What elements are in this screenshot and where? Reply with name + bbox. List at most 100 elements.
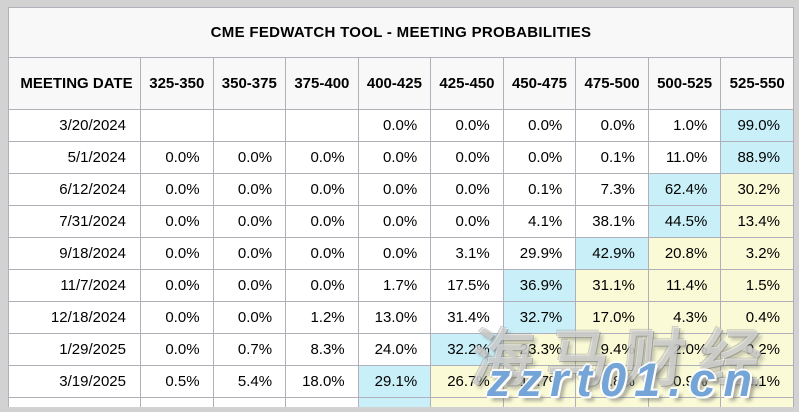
probability-cell: 0.0%	[140, 269, 214, 302]
probability-cell: 0.1%	[575, 141, 649, 174]
meeting-date-cell: 3/20/2024	[8, 109, 141, 142]
col-header-rate-range: 325-350	[140, 57, 214, 110]
table-row: 11/7/2024 0.0% 0.0% 0.0% 1.7% 17.5% 36.9% 31.1%…	[8, 269, 794, 302]
col-header-rate-range: 450-475	[502, 57, 577, 110]
col-header-rate-range: 400-425	[357, 57, 432, 110]
table-row: 1/29/2025 0.0% 0.7% 8.3% 24.0% 32.2% 23.3% 9.4%…	[8, 333, 794, 366]
table-body: 3/20/2024 0.0% 0.0% 0.0% 0.0% 1.0% 99.0% 5/1/20…	[8, 109, 794, 407]
probability-cell: 0.0%	[502, 141, 577, 174]
probability-cell: 0.0%	[140, 333, 214, 366]
probability-cell	[285, 109, 359, 142]
col-header-rate-range: 425-450	[430, 57, 504, 110]
probability-cell	[212, 397, 287, 407]
probability-cell	[502, 397, 577, 407]
probability-cell: 1.5%	[720, 269, 794, 302]
probability-cell: 0.0%	[212, 141, 287, 174]
probability-cell: 36.9%	[502, 269, 577, 302]
probability-cell: 3.1%	[430, 237, 504, 270]
probability-cell: 8.3%	[285, 333, 359, 366]
meeting-date-cell: 11/7/2024	[8, 269, 141, 302]
probability-cell: 99.0%	[720, 109, 794, 142]
probability-cell	[212, 109, 287, 142]
probability-cell: 31.1%	[575, 269, 649, 302]
probability-cell	[140, 397, 214, 407]
probability-cell: 0.0%	[357, 173, 432, 206]
probability-cell	[430, 397, 504, 407]
probability-cell: 24.0%	[357, 333, 432, 366]
probability-cell: 0.0%	[140, 205, 214, 238]
col-header-rate-range: 350-375	[212, 57, 287, 110]
probability-cell: 0.0%	[140, 141, 214, 174]
probability-cell: 1.2%	[285, 301, 359, 334]
probability-cell: 26.7%	[430, 365, 504, 398]
table-row	[8, 397, 794, 407]
table-row: 6/12/2024 0.0% 0.0% 0.0% 0.0% 0.0% 0.1% 7.3% 62.…	[8, 173, 794, 206]
table-row: 9/18/2024 0.0% 0.0% 0.0% 0.0% 3.1% 29.9% 42.9% 2…	[8, 237, 794, 270]
probability-cell: 0.0%	[357, 141, 432, 174]
meeting-date-cell: 1/29/2025	[8, 333, 141, 366]
probability-cell: 31.4%	[430, 301, 504, 334]
probability-cell: 0.1%	[502, 173, 577, 206]
probability-cell: 3.2%	[720, 237, 794, 270]
probability-cell: 0.0%	[502, 109, 577, 142]
table-row: 5/1/2024 0.0% 0.0% 0.0% 0.0% 0.0% 0.0% 0.1% 11.0…	[8, 141, 794, 174]
probability-cell: 14.7%	[502, 365, 577, 398]
probability-cell: 0.1%	[720, 365, 794, 398]
col-header-rate-range: 475-500	[575, 57, 649, 110]
table-row: 3/20/2024 0.0% 0.0% 0.0% 0.0% 1.0% 99.0%	[8, 109, 794, 142]
probability-cell: 29.9%	[502, 237, 577, 270]
probability-cell: 0.0%	[285, 237, 359, 270]
probability-cell: 0.0%	[430, 173, 504, 206]
meeting-date-cell: 12/18/2024	[8, 301, 141, 334]
probability-cell: 17.0%	[575, 301, 649, 334]
probability-cell: 17.5%	[430, 269, 504, 302]
probability-cell: 62.4%	[647, 173, 722, 206]
probability-cell: 4.8%	[575, 365, 649, 398]
probability-cell: 29.1%	[357, 365, 432, 398]
probability-cell: 0.0%	[285, 205, 359, 238]
probability-cell	[140, 109, 214, 142]
probability-cell: 0.9%	[647, 365, 722, 398]
probability-cell: 1.7%	[357, 269, 432, 302]
probability-cell: 0.0%	[430, 205, 504, 238]
col-header-rate-range: 375-400	[285, 57, 359, 110]
probability-cell: 0.0%	[212, 205, 287, 238]
table-row: 12/18/2024 0.0% 0.0% 1.2% 13.0% 31.4% 32.7% 17.…	[8, 301, 794, 334]
probability-cell: 0.0%	[357, 237, 432, 270]
fedwatch-table: CME FEDWATCH TOOL - MEETING PROBABILITIE…	[8, 7, 794, 407]
col-header-meeting-date: MEETING DATE	[8, 57, 141, 110]
probability-cell: 88.9%	[720, 141, 794, 174]
probability-cell: 7.3%	[575, 173, 649, 206]
probability-cell: 2.0%	[647, 333, 722, 366]
probability-cell: 0.0%	[430, 109, 504, 142]
probability-cell: 1.0%	[647, 109, 722, 142]
fedwatch-table-container: CME FEDWATCH TOOL - MEETING PROBABILITIE…	[8, 7, 794, 407]
probability-cell	[720, 397, 794, 407]
meeting-date-cell: 6/12/2024	[8, 173, 141, 206]
probability-cell	[647, 397, 722, 407]
probability-cell: 32.7%	[502, 301, 577, 334]
probability-cell: 0.5%	[140, 365, 214, 398]
probability-cell	[575, 397, 649, 407]
probability-cell: 0.0%	[575, 109, 649, 142]
probability-cell: 11.4%	[647, 269, 722, 302]
probability-cell: 0.0%	[140, 173, 214, 206]
table-row: 3/19/2025 0.5% 5.4% 18.0% 29.1% 26.7% 14.7% 4.8…	[8, 365, 794, 398]
probability-cell: 0.0%	[212, 237, 287, 270]
meeting-date-cell: 3/19/2025	[8, 365, 141, 398]
column-header-row: MEETING DATE 325-350 350-375 375-400 400-425…	[8, 57, 794, 110]
meeting-date-cell: 7/31/2024	[8, 205, 141, 238]
meeting-date-cell	[8, 397, 141, 407]
meeting-date-cell: 5/1/2024	[8, 141, 141, 174]
col-header-rate-range: 525-550	[720, 57, 794, 110]
meeting-date-cell: 9/18/2024	[8, 237, 141, 270]
probability-cell: 0.0%	[430, 141, 504, 174]
probability-cell: 0.0%	[285, 173, 359, 206]
probability-cell: 0.0%	[285, 141, 359, 174]
probability-cell: 0.2%	[720, 333, 794, 366]
probability-cell: 11.0%	[647, 141, 722, 174]
probability-cell: 38.1%	[575, 205, 649, 238]
probability-cell: 13.0%	[357, 301, 432, 334]
probability-cell: 0.0%	[357, 205, 432, 238]
probability-cell: 30.2%	[720, 173, 794, 206]
